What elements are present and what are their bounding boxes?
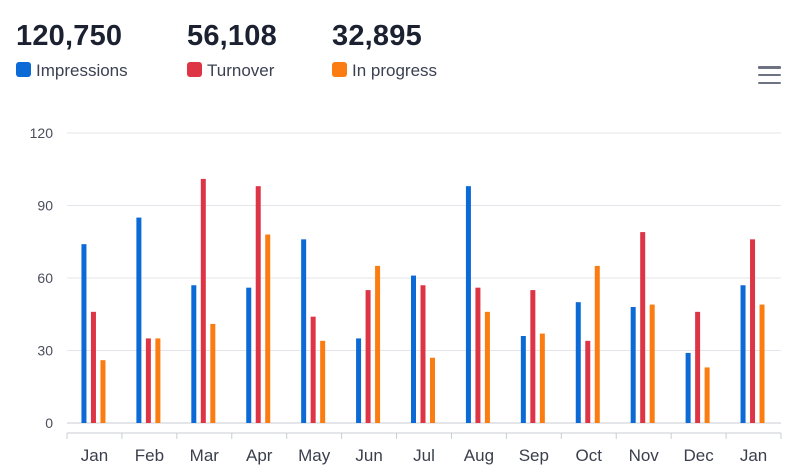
x-tick-label: Feb (135, 446, 164, 465)
bar-impressions (465, 186, 471, 423)
bar-in-progress (649, 304, 655, 423)
legend-swatch-in-progress (332, 61, 347, 77)
stat-in-progress[interactable]: 32,895 In progress (332, 22, 482, 81)
bar-impressions (740, 285, 746, 423)
bar-turnover (365, 290, 371, 423)
summary-legend: 120,750 Impressions 56,108 Turnover 32,8… (16, 22, 482, 81)
legend-label-in-progress: In progress (352, 61, 438, 80)
bar-turnover (145, 338, 151, 423)
x-tick-label: Dec (683, 446, 714, 465)
bar-impressions (356, 338, 362, 423)
bar-in-progress (594, 265, 600, 423)
stat-value-impressions: 120,750 (16, 20, 123, 52)
bar-impressions (411, 275, 416, 423)
x-tick-label: Sep (519, 446, 549, 465)
legend-item-in-progress[interactable]: In progress (332, 61, 482, 81)
x-tick-label: Apr (246, 446, 273, 465)
bar-turnover (475, 287, 481, 423)
bar-turnover (750, 239, 756, 423)
bar-in-progress (210, 323, 216, 423)
bar-turnover (200, 178, 206, 423)
stat-value-in-progress: 32,895 (332, 20, 422, 52)
x-tick-label: Jul (413, 446, 435, 465)
menu-line-top (758, 66, 781, 69)
bar-in-progress (484, 311, 490, 423)
legend-item-turnover[interactable]: Turnover (187, 61, 332, 81)
x-tick-label: Mar (190, 446, 220, 465)
bar-in-progress (155, 338, 161, 423)
y-tick-label: 90 (37, 198, 53, 214)
x-tick-label: May (298, 446, 331, 465)
x-tick-label: Aug (464, 446, 494, 465)
legend-label-turnover: Turnover (207, 61, 275, 80)
y-tick-label: 0 (45, 415, 53, 431)
bar-in-progress (320, 340, 326, 423)
bar-turnover (640, 232, 646, 423)
x-tick-label: Nov (629, 446, 660, 465)
stat-value-turnover: 56,108 (187, 20, 277, 52)
bar-impressions (191, 285, 197, 423)
legend-swatch-impressions (16, 61, 31, 77)
bar-turnover (695, 311, 701, 423)
bar-impressions (81, 244, 87, 423)
menu-line-bottom (758, 81, 781, 84)
bar-turnover (90, 311, 96, 423)
bar-impressions (630, 307, 636, 423)
menu-line-middle (758, 73, 781, 77)
x-tick-label: Oct (576, 446, 603, 465)
legend-item-impressions[interactable]: Impressions (16, 61, 187, 81)
bar-turnover (420, 285, 426, 423)
stat-turnover[interactable]: 56,108 Turnover (187, 22, 332, 81)
legend-swatch-turnover (187, 61, 202, 77)
x-tick-label: Jan (81, 446, 108, 465)
bar-impressions (685, 352, 691, 423)
bar-in-progress (759, 304, 765, 423)
stat-impressions[interactable]: 120,750 Impressions (16, 22, 187, 81)
bar-turnover (530, 290, 536, 423)
y-tick-label: 30 (37, 343, 53, 359)
x-tick-label: Jan (740, 446, 767, 465)
bar-turnover (585, 340, 591, 423)
bar-impressions (136, 217, 142, 423)
bar-in-progress (539, 333, 545, 423)
y-tick-label: 120 (30, 125, 54, 141)
y-tick-label: 60 (37, 270, 53, 286)
bar-impressions (301, 239, 307, 423)
x-tick-label: Jun (355, 446, 382, 465)
bar-in-progress (704, 367, 710, 423)
bar-in-progress (375, 265, 381, 423)
bar-turnover (310, 316, 316, 423)
bar-in-progress (430, 357, 435, 423)
bar-in-progress (265, 234, 271, 423)
bar-in-progress (100, 360, 106, 423)
bar-impressions (575, 302, 581, 423)
bar-turnover (255, 186, 261, 423)
legend-label-impressions: Impressions (36, 61, 128, 80)
bar-impressions (520, 336, 526, 423)
bar-impressions (246, 287, 252, 423)
hamburger-menu-icon[interactable] (758, 66, 781, 84)
